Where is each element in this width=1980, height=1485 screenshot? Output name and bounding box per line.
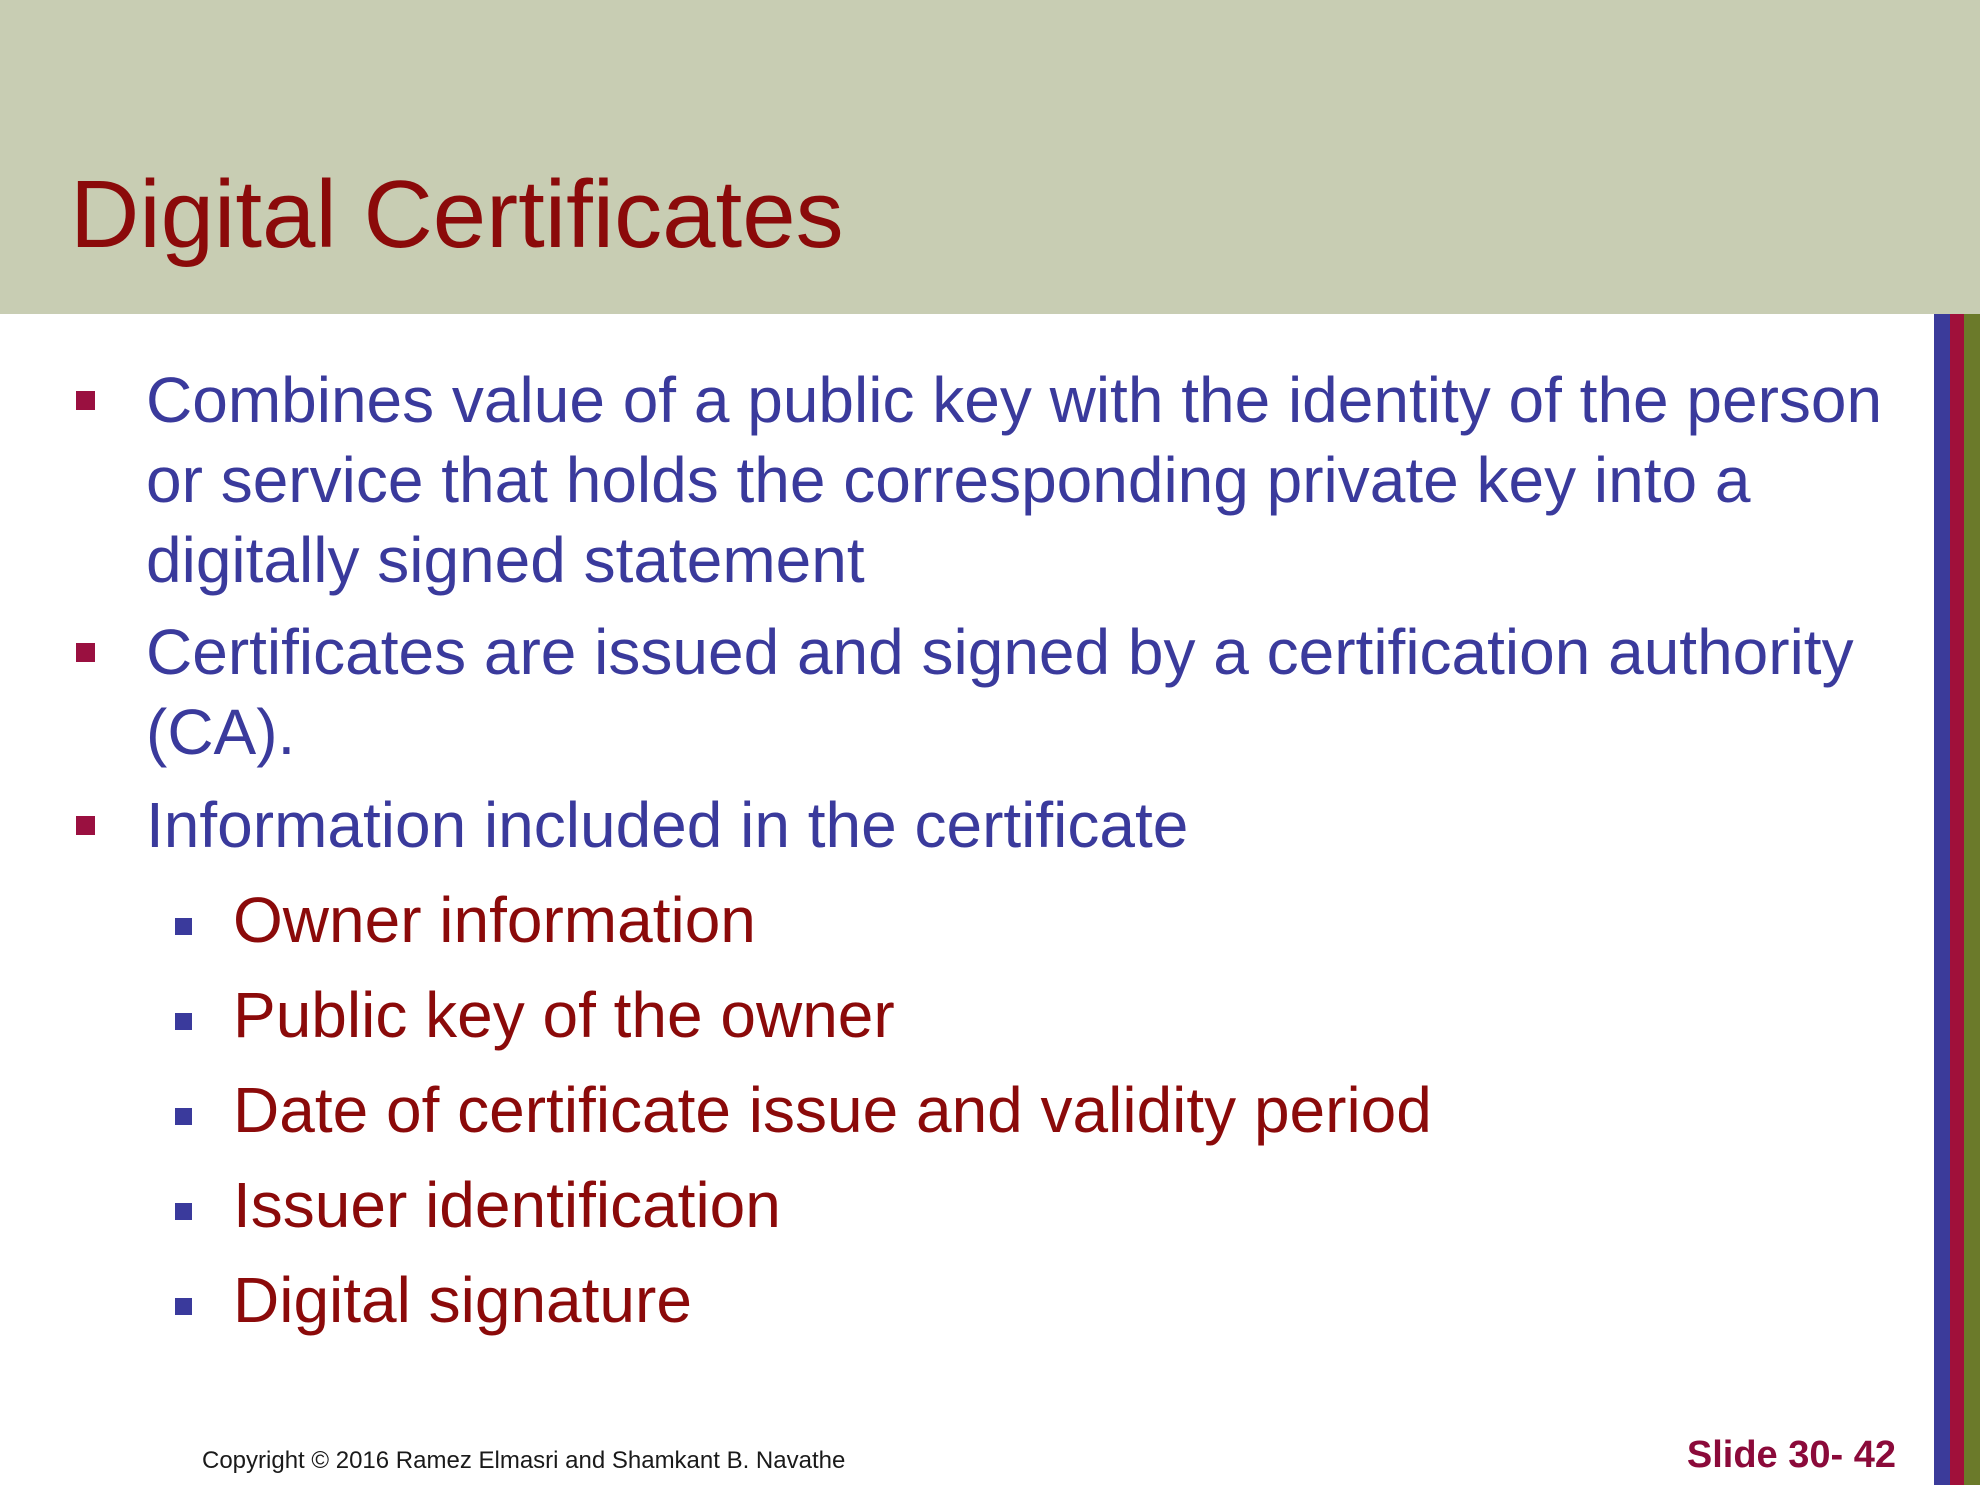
copyright-footer: Copyright © 2016 Ramez Elmasri and Shamk…	[202, 1447, 846, 1474]
side-stripe-blue	[1934, 314, 1950, 1485]
bullet-text: Combines value of a public key with the …	[146, 364, 1883, 596]
bullet-text: Information included in the certificate	[146, 789, 1189, 861]
side-stripe-green	[1964, 314, 1980, 1485]
sub-bullet-text: Owner information	[233, 884, 756, 956]
side-stripe-red	[1950, 314, 1964, 1485]
square-bullet-icon	[175, 1298, 192, 1315]
title-band	[0, 0, 1980, 314]
sub-bullet-text: Date of certificate issue and validity p…	[233, 1074, 1432, 1146]
slide-title: Digital Certificates	[70, 161, 844, 268]
square-bullet-icon	[175, 1108, 192, 1125]
square-bullet-icon	[175, 1203, 192, 1220]
sub-bullet-text: Public key of the owner	[233, 979, 895, 1051]
square-bullet-icon	[76, 391, 95, 410]
sub-bullet-text: Issuer identification	[233, 1169, 781, 1241]
square-bullet-icon	[175, 1013, 192, 1030]
slide-number: Slide 30- 42	[1686, 1434, 1896, 1476]
bullet-text: Certificates are issued and signed by a …	[146, 616, 1854, 768]
square-bullet-icon	[76, 643, 95, 662]
sub-bullet-text: Digital signature	[233, 1264, 692, 1336]
square-bullet-icon	[76, 816, 95, 835]
square-bullet-icon	[175, 918, 192, 935]
